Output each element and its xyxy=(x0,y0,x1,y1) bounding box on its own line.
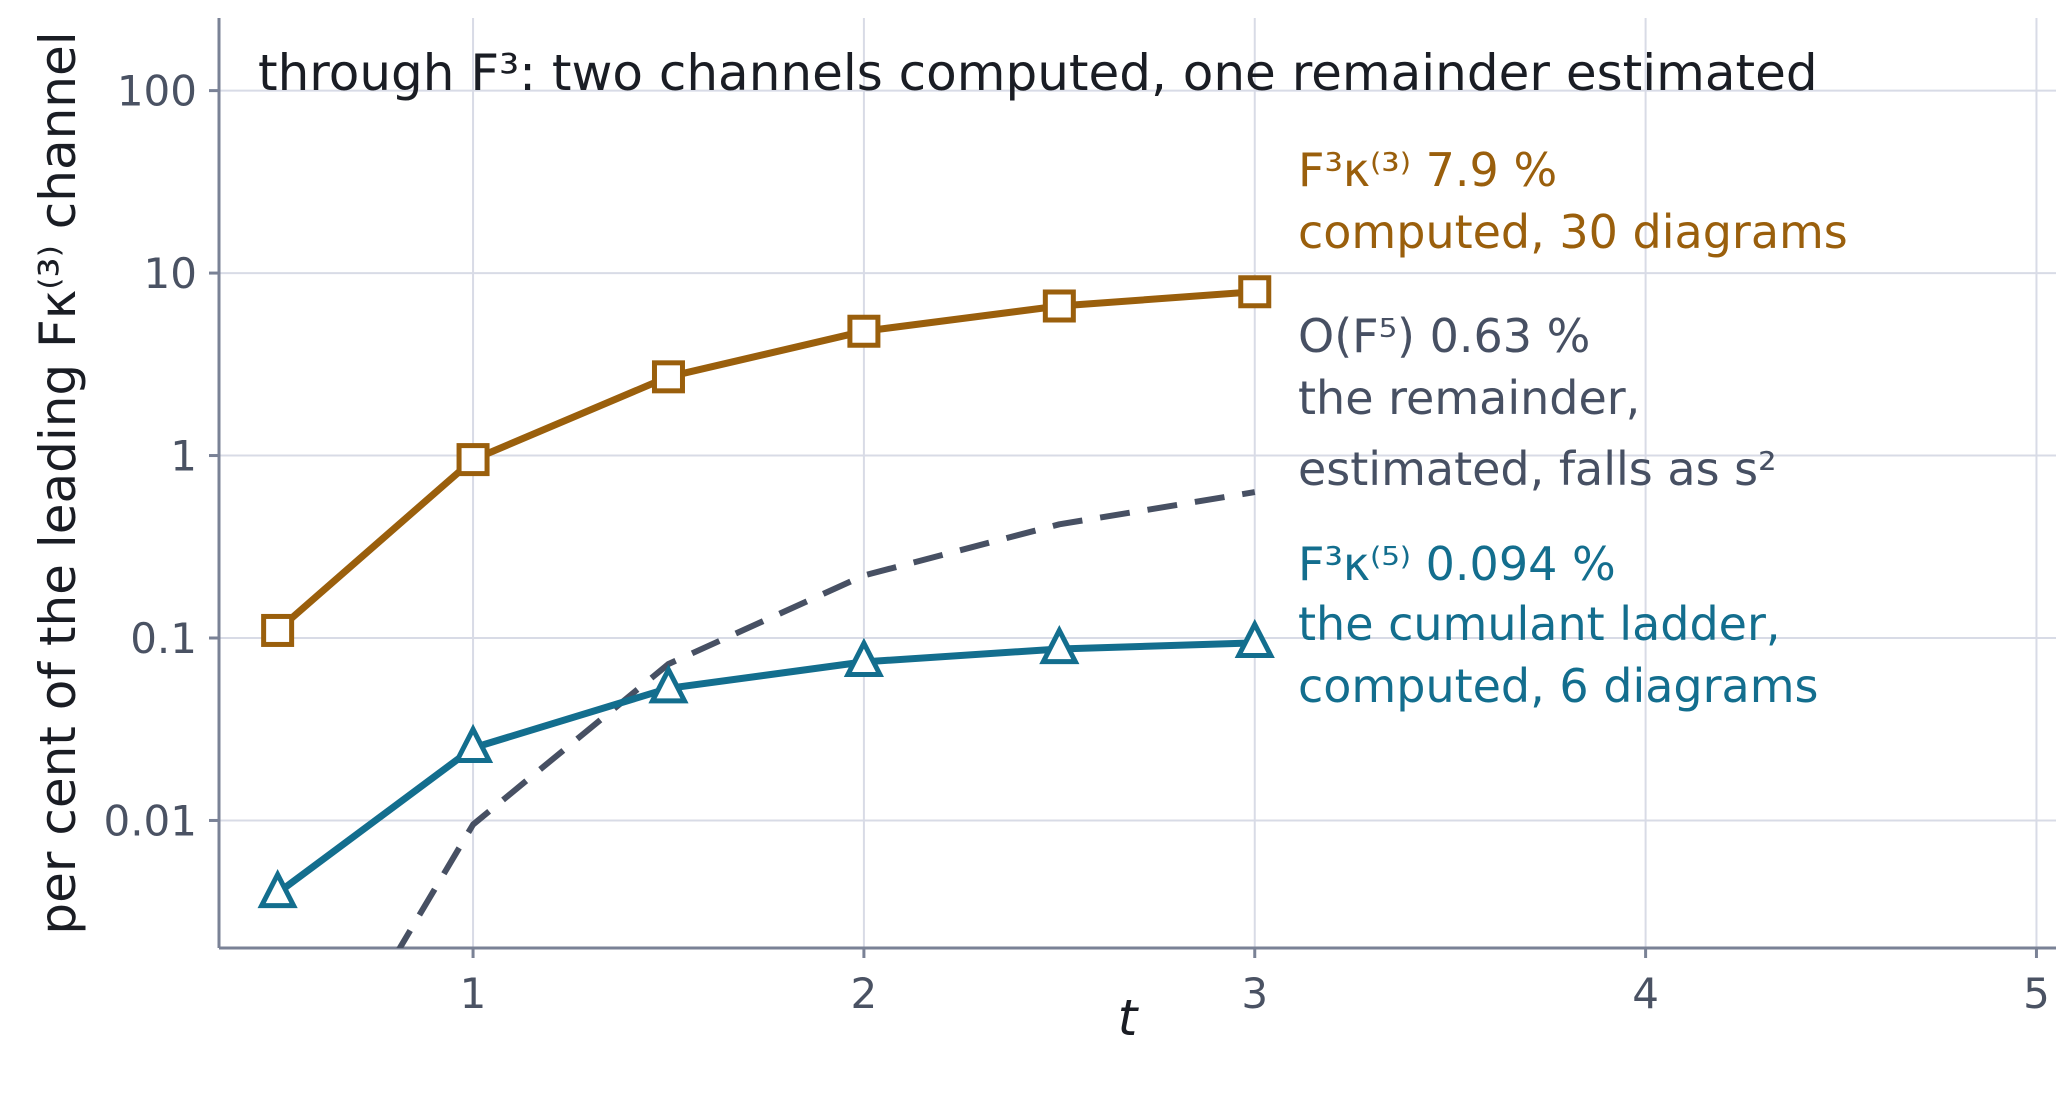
series-note: computed, 6 diagrams xyxy=(1298,659,1819,713)
series-label: O(F⁵) 0.63 % xyxy=(1298,309,1590,363)
label-layer: through F³: two channels computed, one r… xyxy=(258,44,1848,713)
marker-layer xyxy=(257,275,1275,909)
series-line xyxy=(275,288,1256,634)
y-tick-label: 100 xyxy=(117,67,197,116)
x-tick-label: 3 xyxy=(1241,969,1268,1018)
series-note: the remainder, xyxy=(1298,371,1640,425)
series-marker-triangle xyxy=(1039,624,1080,665)
chart-title: through F³: two channels computed, one r… xyxy=(258,44,1818,102)
series-line xyxy=(275,639,1255,896)
series-label: F³κ⁽³⁾ 7.9 % xyxy=(1298,143,1557,197)
series-note: estimated, falls as s² xyxy=(1298,442,1777,496)
series-marker-triangle xyxy=(452,723,494,763)
y-tick-label: 0.01 xyxy=(103,796,197,845)
y-tick-label: 1 xyxy=(170,432,197,481)
grid xyxy=(219,18,2056,948)
x-tick-label: 4 xyxy=(1632,969,1659,1018)
series-marker-square xyxy=(651,360,685,394)
series-marker-square xyxy=(456,443,490,477)
x-tick-label: 2 xyxy=(851,969,878,1018)
x-axis-title: t xyxy=(1118,989,1140,1047)
series-marker-triangle xyxy=(843,637,884,677)
series-marker-square xyxy=(1238,275,1272,309)
series-line xyxy=(396,489,1256,948)
series-marker-triangle xyxy=(257,868,298,909)
series-marker-triangle xyxy=(1234,618,1275,659)
series-label: F³κ⁽⁵⁾ 0.094 % xyxy=(1298,537,1616,591)
series-marker-triangle xyxy=(648,664,689,704)
axes: 1 2 3 4 5 0.01 0.1 1 10 100 t per cent of the leadi… xyxy=(29,18,2056,1047)
x-tick-label: 1 xyxy=(460,969,487,1018)
series-note: computed, 30 diagrams xyxy=(1298,205,1848,259)
x-tick-label: 5 xyxy=(2023,969,2050,1018)
y-tick-label: 10 xyxy=(144,249,197,298)
y-axis-title: per cent of the leading Fκ⁽³⁾ channel xyxy=(29,31,87,934)
series-marker-square xyxy=(261,613,295,647)
y-tick-label: 0.1 xyxy=(130,614,197,663)
series-note: the cumulant ladder, xyxy=(1298,597,1781,651)
series-marker-square xyxy=(847,314,881,348)
series-marker-square xyxy=(1042,289,1076,323)
series-layer xyxy=(275,288,1256,948)
